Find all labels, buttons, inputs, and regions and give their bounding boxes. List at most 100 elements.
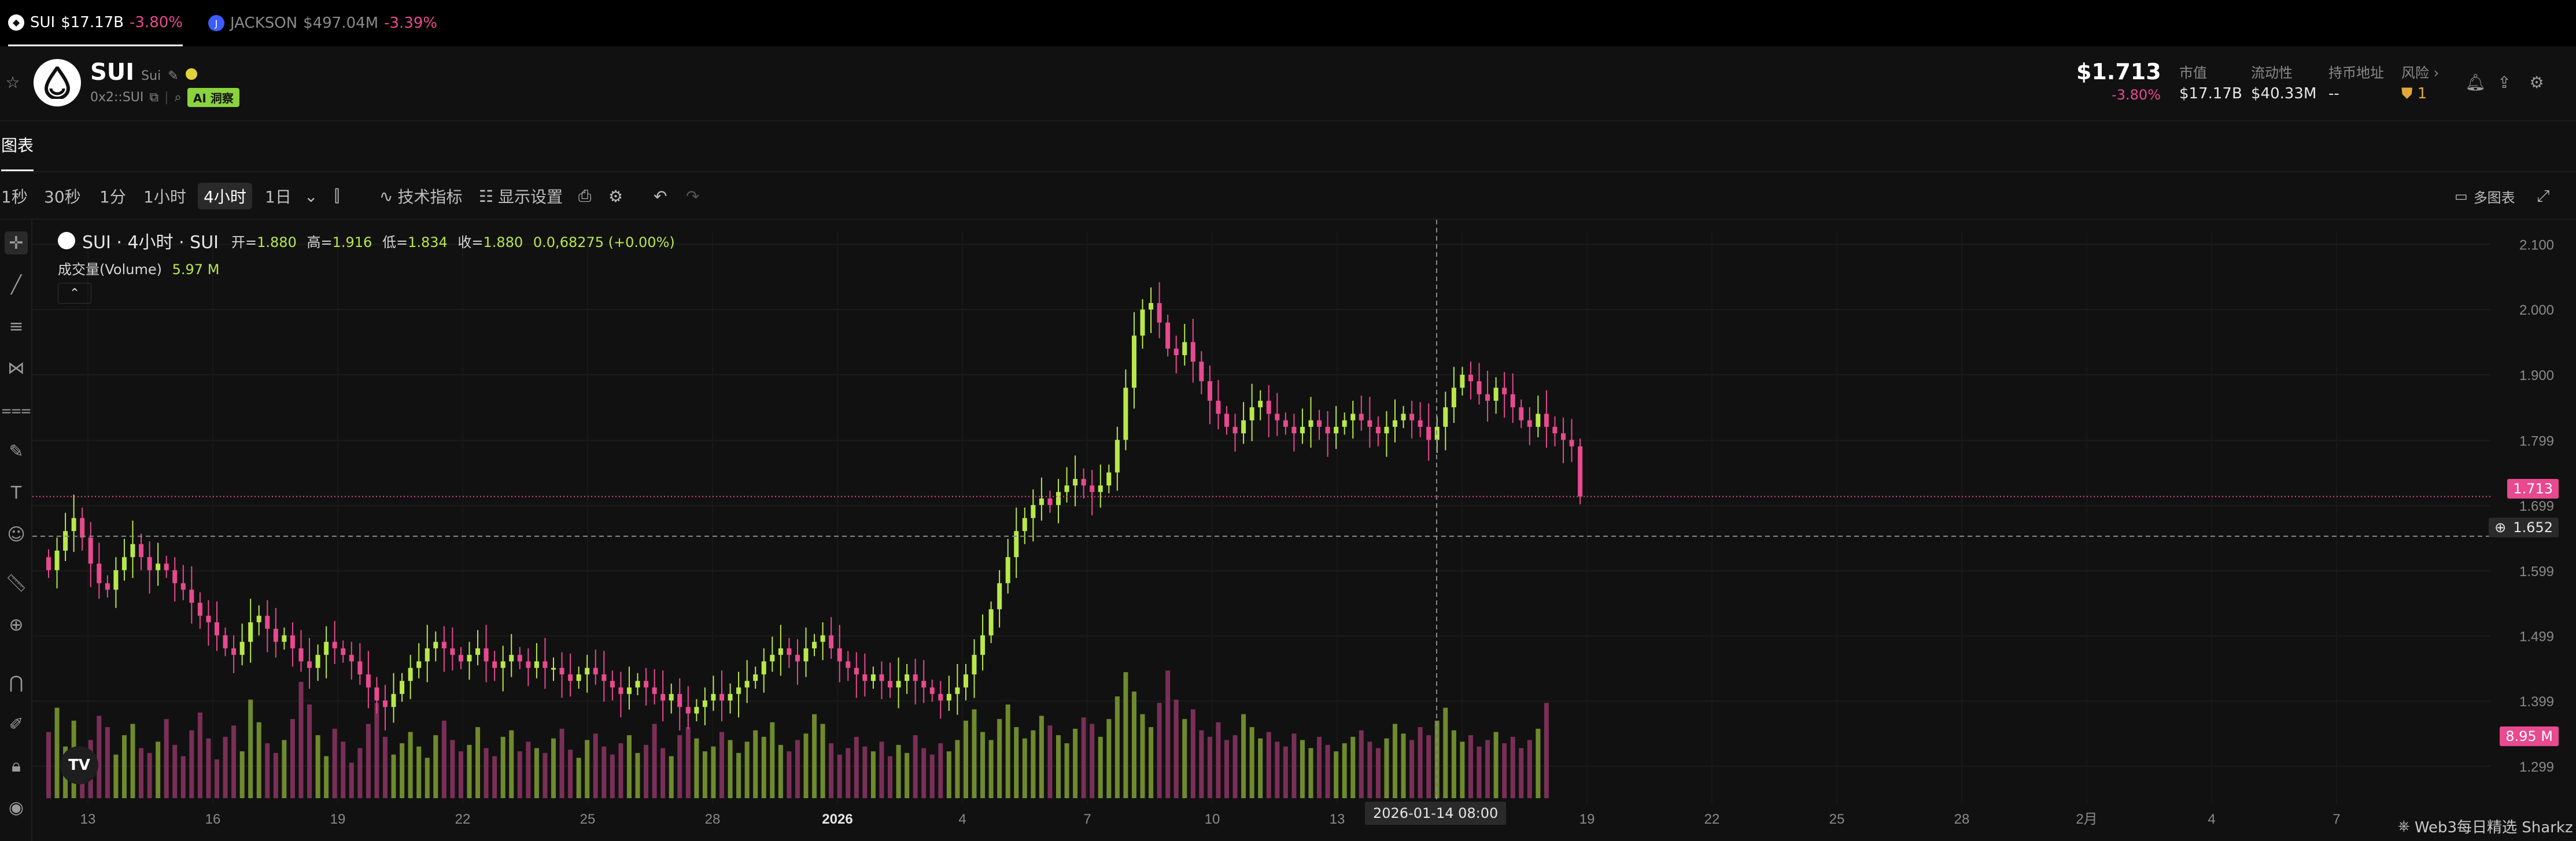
candle-body — [1510, 394, 1515, 408]
candle-body — [997, 583, 1002, 610]
eye-icon[interactable]: ◉ — [8, 797, 24, 818]
chevron-right-icon: › — [2433, 65, 2440, 81]
gear-icon[interactable]: ⚙︎ — [608, 186, 623, 206]
volume-bar — [113, 754, 119, 798]
interval-1d[interactable]: 1日 — [265, 187, 291, 206]
crosshair-tool-icon[interactable]: ✛ — [5, 231, 28, 254]
collapse-legend-button[interactable]: ⌃ — [58, 283, 91, 304]
volume-bar — [433, 735, 438, 798]
volume-bar — [290, 719, 295, 798]
indicators-button[interactable]: ∿ 技术指标 — [379, 172, 462, 220]
volume-bar — [366, 724, 371, 798]
volume-bar — [644, 744, 649, 798]
lock-draw-tool-icon[interactable]: ✐ — [9, 714, 24, 735]
candle-body — [1047, 498, 1053, 506]
tradingview-logo[interactable]: TV — [60, 746, 98, 784]
candle-body — [1350, 414, 1356, 420]
risk-shield-icon: ⛊ — [2401, 85, 2413, 102]
search-icon[interactable]: ⌕ — [174, 90, 182, 105]
interval-30s[interactable]: 30秒 — [44, 187, 81, 206]
volume-bar — [500, 736, 505, 798]
redo-icon[interactable]: ↷ — [686, 186, 700, 206]
pattern-tool-icon[interactable]: ⋈ — [8, 357, 25, 378]
magnet-tool-icon[interactable]: ⋂ — [9, 672, 24, 693]
candle-body — [105, 583, 110, 590]
lock-icon[interactable]: 🔒︎ — [12, 755, 21, 776]
candle-type-icon[interactable]: ⫿ — [334, 186, 339, 205]
fullscreen-icon[interactable]: ⤢ — [2537, 186, 2550, 205]
ruler-tool-icon[interactable]: 📏︎ — [5, 573, 28, 593]
candle-body — [593, 667, 598, 674]
display-settings-button[interactable]: ☷ 显示设置 — [479, 172, 563, 220]
brush-tool-icon[interactable]: ✎ — [9, 441, 24, 462]
emoji-tool-icon[interactable]: ☺ — [7, 524, 25, 545]
interval-4h[interactable]: 4小时 — [198, 183, 252, 209]
volume-bar — [1527, 740, 1532, 798]
interval-1h[interactable]: 1小时 — [143, 187, 186, 206]
volume-bar — [601, 746, 607, 798]
candle-body — [694, 707, 699, 714]
fib-tool-icon[interactable]: ≡ — [9, 316, 24, 337]
trendline-tool-icon[interactable]: ╱ — [10, 274, 22, 295]
ticker-item-sui[interactable]: ◆ SUI $17.17B -3.80% — [8, 0, 183, 46]
display-settings-label: 显示设置 — [498, 187, 563, 206]
plus-circle-icon[interactable]: ⊕ — [2494, 519, 2507, 536]
volume-bar — [534, 748, 539, 798]
interval-chevron-down-icon[interactable]: ⌄ — [304, 186, 318, 206]
screenshot-icon[interactable]: ⎙ — [578, 186, 592, 205]
candle-body — [1468, 374, 1473, 382]
ai-insight-badge[interactable]: AI 洞察 — [187, 88, 239, 107]
candle-body — [1106, 472, 1112, 486]
candle-body — [1393, 420, 1397, 427]
bell-icon[interactable]: 🔔︎ — [2465, 72, 2486, 92]
candle-body — [307, 661, 312, 668]
volume-bar — [121, 735, 127, 798]
projection-tool-icon[interactable]: ⩶ — [1, 399, 31, 420]
volume-bar — [307, 704, 312, 798]
token-symbol: SUI — [90, 59, 135, 86]
candle-body — [441, 641, 446, 648]
candle-body — [357, 661, 363, 674]
edit-icon[interactable]: ✎ — [168, 69, 179, 83]
tab-chart[interactable]: 图表 — [1, 133, 34, 171]
token-change: -3.80% — [2112, 87, 2161, 103]
interval-1s[interactable]: 1秒 — [1, 187, 28, 206]
candle-body — [256, 615, 261, 622]
share-icon[interactable]: ⇪ — [2497, 72, 2511, 92]
star-icon[interactable]: ☆ — [5, 72, 20, 92]
volume-bar — [1056, 735, 1061, 798]
volume-bar — [256, 722, 261, 798]
candle-body — [1090, 485, 1095, 492]
time-axis-label: 22 — [455, 812, 471, 827]
candle-body — [63, 531, 68, 551]
price-chart[interactable]: 2.100 2.000 1.900 1.799 1.699 1.599 1.499 1.399… — [32, 220, 2576, 841]
volume-bar — [1022, 738, 1027, 798]
candle-body — [1409, 414, 1415, 420]
settings-icon[interactable]: ⚙︎ — [2529, 72, 2544, 92]
display-settings-icon: ☷ — [479, 186, 494, 206]
sui-drop-icon — [44, 67, 71, 99]
interval-1m[interactable]: 1分 — [99, 187, 126, 206]
volume-bar — [239, 751, 245, 798]
candle-body — [1258, 400, 1263, 408]
zoom-in-tool-icon[interactable]: ⊕ — [9, 614, 24, 635]
token-price: $1.713 — [2076, 59, 2161, 84]
ticker-item-jackson[interactable]: J JACKSON $497.04M -3.39% — [208, 0, 437, 46]
volume-bar — [341, 742, 346, 798]
candle-body — [425, 648, 430, 662]
multi-chart-button[interactable]: ▭ 多图表 — [2455, 172, 2515, 220]
verified-icon — [185, 68, 197, 80]
risk-stat[interactable]: 风险 › ⛊ 1 — [2401, 61, 2439, 103]
candle-body — [946, 694, 951, 701]
candle-body — [929, 687, 935, 694]
candle-body — [1502, 388, 1507, 394]
copy-icon[interactable]: ⧉ — [149, 90, 159, 105]
volume-bar — [1393, 724, 1397, 798]
text-tool-icon[interactable]: T — [10, 482, 22, 503]
time-axis-label: 4 — [2208, 812, 2215, 827]
candle-body — [1190, 342, 1195, 362]
volume-bar — [467, 744, 472, 798]
undo-icon[interactable]: ↶ — [654, 186, 667, 206]
volume-bar — [215, 759, 219, 798]
volume-bar — [1300, 740, 1305, 798]
